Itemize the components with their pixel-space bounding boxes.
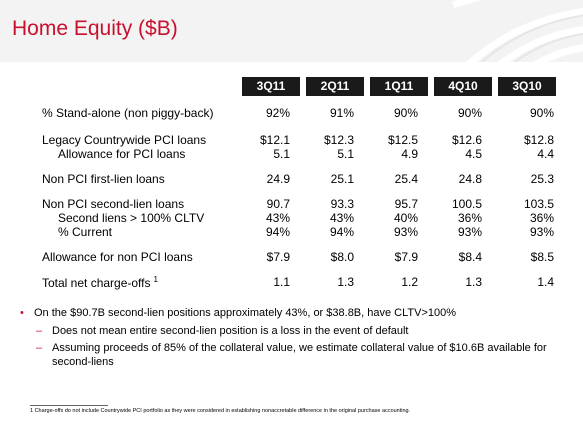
table-cell: 93% — [393, 225, 418, 239]
table-cell: 24.8 — [458, 172, 482, 186]
table-cell: $8.0 — [330, 250, 354, 264]
table-cell: 4.5 — [465, 147, 482, 161]
flagscape-logo — [451, 0, 583, 62]
row-label-legacy-pci: Legacy Countrywide PCI loans — [42, 133, 207, 147]
table-cell: 93% — [529, 225, 554, 239]
row-label-standalone: % Stand-alone (non piggy-back) — [42, 106, 214, 120]
bullet-section: • On the $90.7B second-lien positions ap… — [20, 306, 565, 372]
sub-bullet-2-text: Assuming proceeds of 85% of the collater… — [52, 342, 547, 368]
table-cell: $8.4 — [458, 250, 482, 264]
table-cell: 25.4 — [394, 172, 418, 186]
table-cell: $12.3 — [323, 133, 354, 147]
table-cell: 24.9 — [266, 172, 290, 186]
table-cell: 25.1 — [330, 172, 354, 186]
table-cell: 94% — [265, 225, 290, 239]
table-cell: 93% — [457, 225, 482, 239]
table-cell: 103.5 — [523, 197, 554, 211]
table-cell: 5.1 — [337, 147, 354, 161]
table-cell: 90% — [529, 106, 554, 120]
table-cell: 90% — [457, 106, 482, 120]
table-cell: 1.1 — [273, 275, 290, 289]
table-cell: $12.6 — [451, 133, 482, 147]
charge-offs-label-text: Total net charge-offs — [42, 276, 151, 290]
row-label-allowance-non-pci: Allowance for non PCI loans — [42, 250, 193, 264]
table-cell: 90% — [393, 106, 418, 120]
table-cell: 94% — [329, 225, 354, 239]
dash-icon: – — [36, 342, 43, 354]
table-cell: 1.3 — [465, 275, 482, 289]
table-cell: 43% — [265, 211, 290, 225]
row-label-cltv: Second liens > 100% CLTV — [58, 211, 205, 225]
table-cell: 25.3 — [530, 172, 554, 186]
footnote-divider — [30, 405, 108, 406]
col-header-2q11: 2Q11 — [306, 77, 364, 96]
table-cell: $12.8 — [523, 133, 554, 147]
col-header-3q11: 3Q11 — [242, 77, 300, 96]
table-cell: 36% — [529, 211, 554, 225]
bullet-main-text: On the $90.7B second-lien positions appr… — [34, 307, 457, 319]
footnote-text: 1 Charge-offs do not include Countrywide… — [30, 408, 411, 414]
row-label-charge-offs: Total net charge-offs 1 — [42, 275, 158, 290]
table-cell: 1.2 — [401, 275, 418, 289]
bullet-dot-icon: • — [20, 307, 24, 319]
table-cell: $12.5 — [387, 133, 418, 147]
page-title: Home Equity ($B) — [12, 17, 178, 40]
row-label-first-lien: Non PCI first-lien loans — [42, 172, 165, 186]
table-cell: 43% — [329, 211, 354, 225]
table-cell: $12.1 — [259, 133, 290, 147]
sub-bullet-item: – Assuming proceeds of 85% of the collat… — [20, 341, 565, 369]
table-cell: 100.5 — [451, 197, 482, 211]
table-cell: $8.5 — [530, 250, 554, 264]
table-cell: 1.4 — [537, 275, 554, 289]
sub-bullet-item: – Does not mean entire second-lien posit… — [20, 324, 565, 338]
col-header-3q10: 3Q10 — [498, 77, 556, 96]
table-cell: 1.3 — [337, 275, 354, 289]
sub-bullet-1-text: Does not mean entire second-lien positio… — [52, 325, 409, 337]
footnote-marker: 1 — [153, 275, 158, 284]
col-header-1q11: 1Q11 — [370, 77, 428, 96]
table-cell: 5.1 — [273, 147, 290, 161]
table-cell: 40% — [393, 211, 418, 225]
row-label-current: % Current — [58, 225, 113, 239]
col-header-4q10: 4Q10 — [434, 77, 492, 96]
table-cell: 36% — [457, 211, 482, 225]
table-cell: 90.7 — [266, 197, 290, 211]
bullet-item: • On the $90.7B second-lien positions ap… — [20, 306, 565, 320]
table-cell: $7.9 — [394, 250, 418, 264]
row-label-second-lien: Non PCI second-lien loans — [42, 197, 185, 211]
table-cell: 92% — [265, 106, 290, 120]
table-cell: 95.7 — [394, 197, 418, 211]
table-cell: 4.4 — [537, 147, 554, 161]
table-cell: $7.9 — [266, 250, 290, 264]
row-label-allowance-pci: Allowance for PCI loans — [58, 147, 186, 161]
table-cell: 91% — [329, 106, 354, 120]
dash-icon: – — [36, 325, 43, 337]
table-cell: 4.9 — [401, 147, 418, 161]
table-cell: 93.3 — [330, 197, 354, 211]
